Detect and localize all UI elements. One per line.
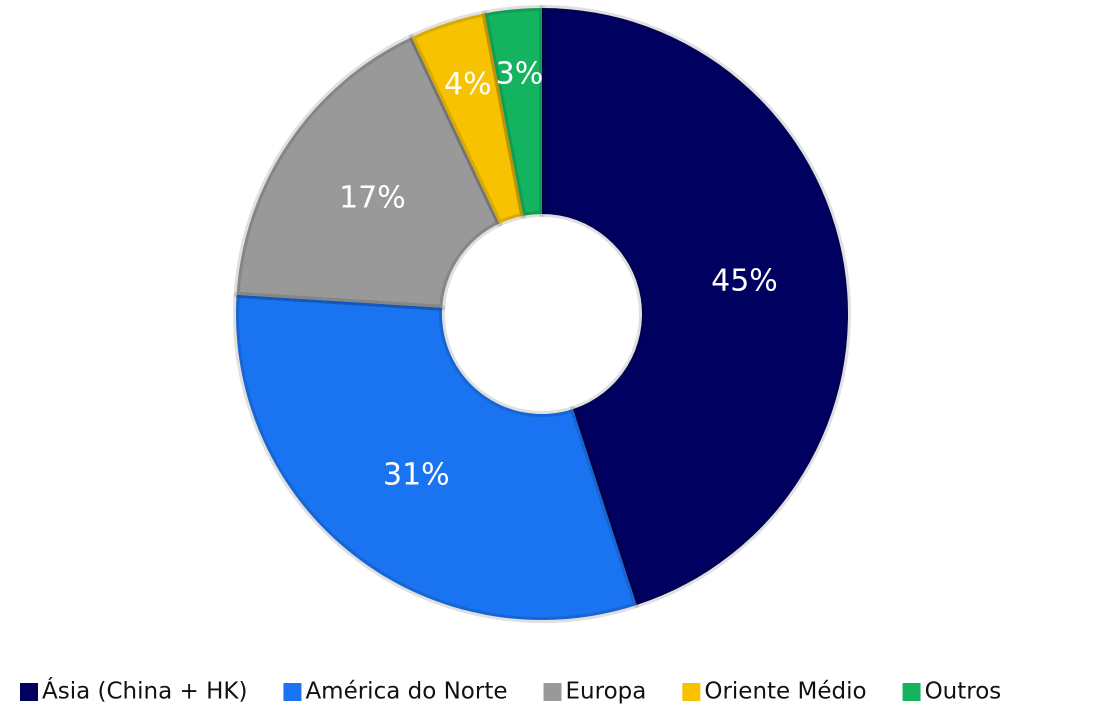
- legend-swatch: [543, 683, 562, 701]
- data-label: 3%: [496, 57, 544, 92]
- legend-label: Europa: [566, 679, 647, 705]
- data-label: 31%: [383, 457, 450, 492]
- donut-segment: [233, 34, 503, 311]
- donut-segment: [233, 291, 640, 623]
- donut-segment: [481, 5, 545, 219]
- legend-swatch: [20, 683, 38, 701]
- data-label: 4%: [444, 67, 492, 102]
- legend-label: Oriente Médio: [704, 679, 866, 705]
- legend-label: América do Norte: [305, 679, 507, 705]
- legend-swatch: [682, 683, 701, 701]
- legend-swatch: [902, 683, 921, 701]
- data-label: 45%: [711, 263, 778, 298]
- legend-label: Outros: [925, 679, 1002, 705]
- donut-segment: [539, 5, 851, 609]
- legend-label: Ásia (China + HK): [42, 677, 247, 705]
- data-label: 17%: [339, 180, 406, 215]
- donut-segment: [408, 10, 527, 227]
- legend-swatch: [283, 683, 302, 701]
